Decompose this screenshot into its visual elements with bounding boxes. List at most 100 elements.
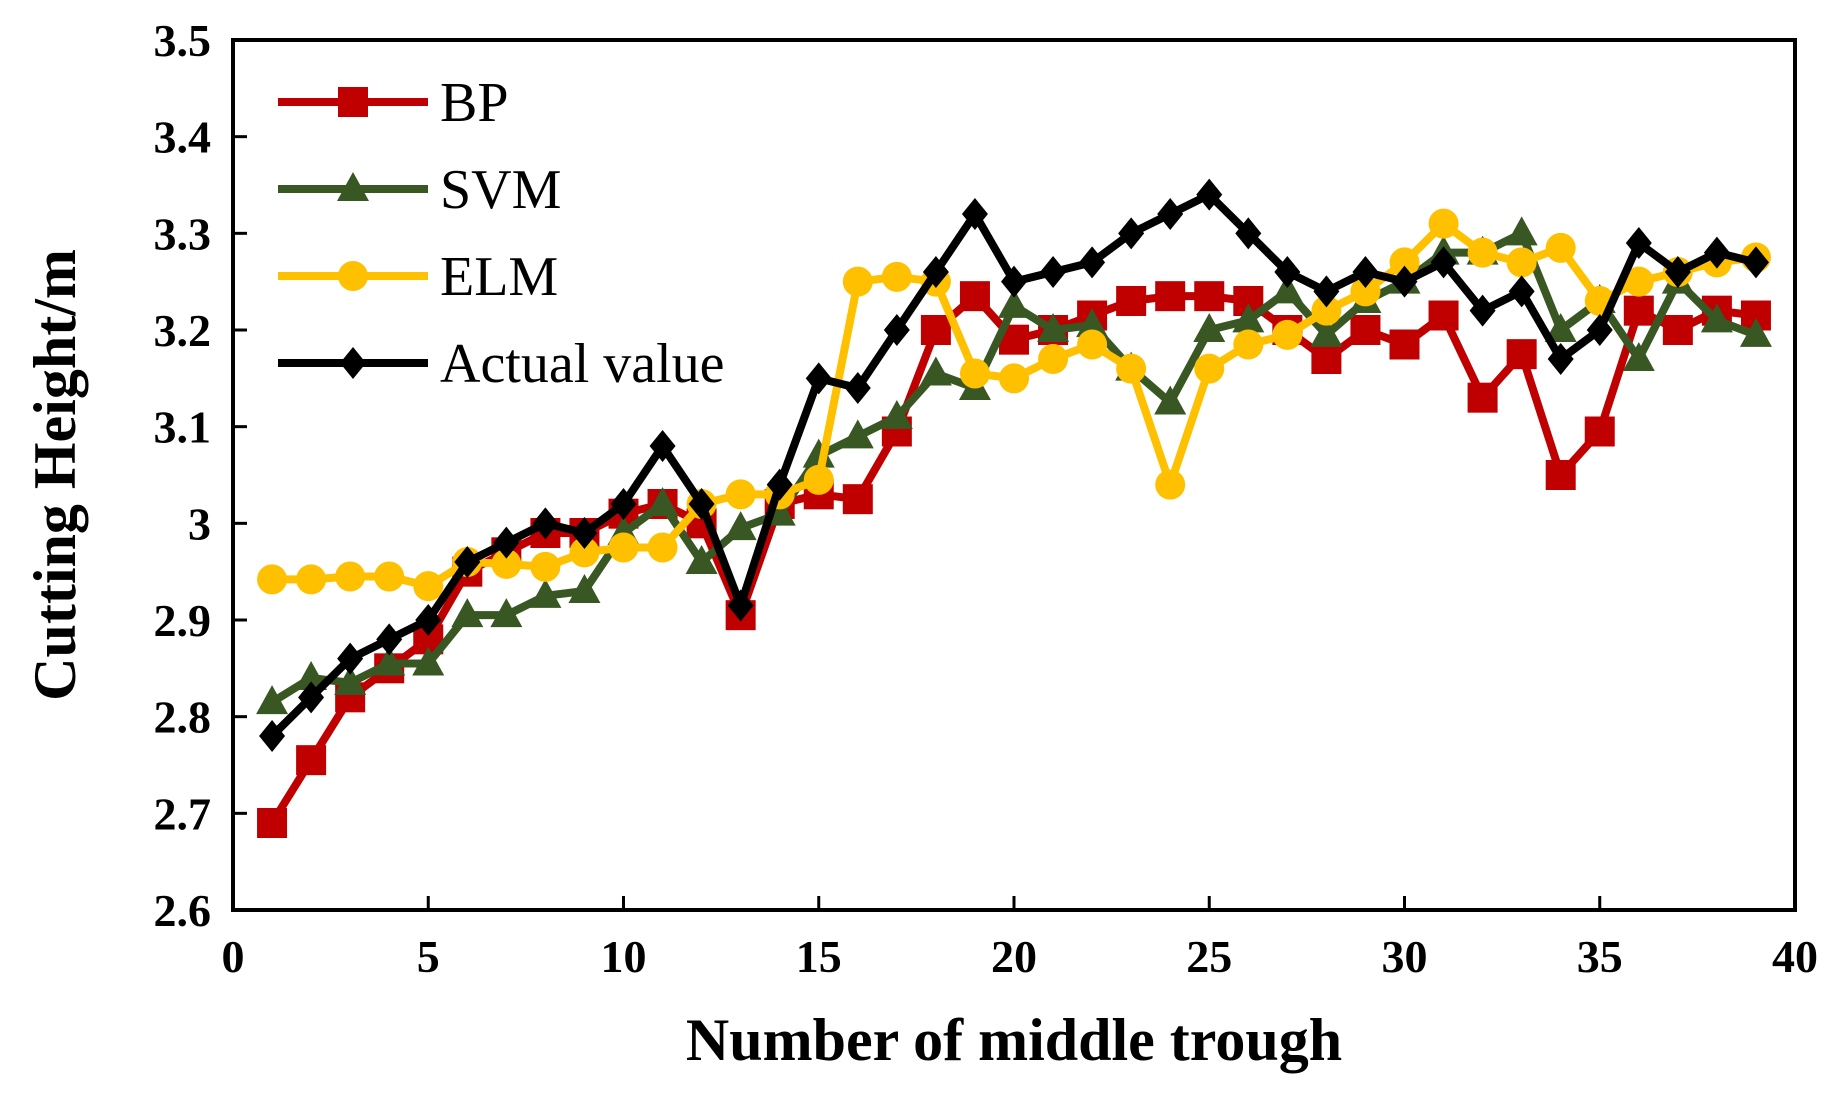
data-point-elm [1467,237,1498,268]
y-tick-label: 3.3 [154,208,212,259]
data-point-actual-value [883,314,910,346]
y-tick-label: 2.9 [154,595,212,646]
y-axis-title: Cutting Height/m [22,249,88,701]
data-point-actual-value [1586,314,1613,346]
data-point-actual-value [376,623,403,656]
data-point-elm [257,564,288,595]
data-point-svm [295,661,328,690]
x-tick-label: 0 [222,931,245,982]
data-point-actual-value [1469,294,1496,327]
data-point-svm [1154,385,1187,415]
x-tick-label: 20 [991,931,1037,982]
data-point-bp [920,315,951,345]
data-point-elm [335,561,366,592]
data-point-actual-value [805,362,832,395]
data-point-elm [569,537,600,568]
data-point-svm [841,419,874,449]
legend-marker [340,347,366,379]
data-point-elm [647,532,678,563]
data-point-actual-value [1196,178,1223,211]
data-point-elm [1350,276,1381,307]
data-point-elm [999,363,1029,394]
y-tick-label: 2.6 [154,885,212,936]
data-point-actual-value [1625,227,1652,259]
data-point-svm [1037,313,1070,342]
data-point-elm [1194,353,1225,384]
data-point-actual-value [1547,343,1574,375]
data-point-bp [1662,315,1693,345]
data-point-svm [685,545,718,574]
data-point-actual-value [1430,246,1457,279]
legend-item-bp: BP [278,72,509,134]
data-point-actual-value [298,681,325,714]
data-point-bp [1350,315,1381,345]
data-point-actual-value [1157,198,1184,230]
data-point-elm [803,464,834,495]
data-point-actual-value [766,468,793,501]
data-point-elm [1077,329,1108,360]
data-point-actual-value [961,198,988,230]
data-point-svm [1622,342,1655,371]
data-point-elm [1506,247,1537,278]
data-point-svm [490,598,523,628]
data-point-bp [1428,300,1459,331]
data-point-elm [608,532,639,563]
data-point-elm [374,561,405,592]
legend: BP SVM ELM Actual value [278,72,725,395]
data-point-bp [1389,329,1420,360]
y-tick-label: 2.7 [154,788,212,839]
data-point-actual-value [1352,256,1379,288]
data-point-actual-value [1508,275,1535,308]
data-point-actual-value [922,256,949,288]
data-point-elm [1389,247,1420,278]
data-point-actual-value [493,526,520,559]
y-tick-label: 3.4 [154,112,212,163]
data-point-svm [451,598,484,628]
data-point-actual-value [1235,217,1262,250]
data-point-svm [529,578,562,608]
data-point-actual-value [1040,256,1067,288]
legend-item-elm: ELM [278,246,558,308]
data-point-svm [1232,303,1265,333]
data-point-elm [881,261,912,292]
data-point-svm [1193,313,1226,342]
data-point-svm [646,487,679,516]
data-point-actual-value [1391,265,1418,298]
data-point-svm [412,646,445,676]
x-tick-label: 25 [1186,931,1232,982]
data-point-actual-value [571,517,598,549]
data-point-elm [1311,295,1342,326]
data-point-actual-value [649,430,676,462]
data-point-svm [1700,303,1733,333]
data-point-bp [1623,295,1654,326]
data-point-actual-value [415,604,442,636]
x-tick-label: 5 [417,931,440,982]
data-point-elm [959,358,990,389]
data-point-bp [1116,286,1147,316]
legend-marker [338,261,368,291]
x-tick-label: 40 [1772,931,1818,982]
data-point-svm [998,288,1030,318]
data-point-actual-value [454,546,481,578]
data-point-actual-value [1079,246,1106,279]
data-point-bp [1506,339,1537,370]
data-point-elm [491,548,522,579]
data-point-elm [725,479,756,510]
data-point-bp [1311,344,1342,374]
data-point-bp [257,808,288,838]
data-point-svm [802,438,835,468]
data-point-actual-value [610,488,637,520]
data-point-actual-value [1703,236,1730,269]
data-point-bp [296,745,327,776]
data-point-bp [1584,416,1615,447]
plot-area-frame [231,38,1797,912]
legend-item-actual-value: Actual value [278,333,725,395]
data-point-svm [373,646,406,676]
data-point-actual-value [1664,256,1691,288]
legend-label: SVM [440,159,561,221]
data-point-bp [1155,281,1186,312]
data-point-elm [1272,319,1303,350]
series-elm [257,208,1771,602]
data-point-bp [959,281,990,312]
